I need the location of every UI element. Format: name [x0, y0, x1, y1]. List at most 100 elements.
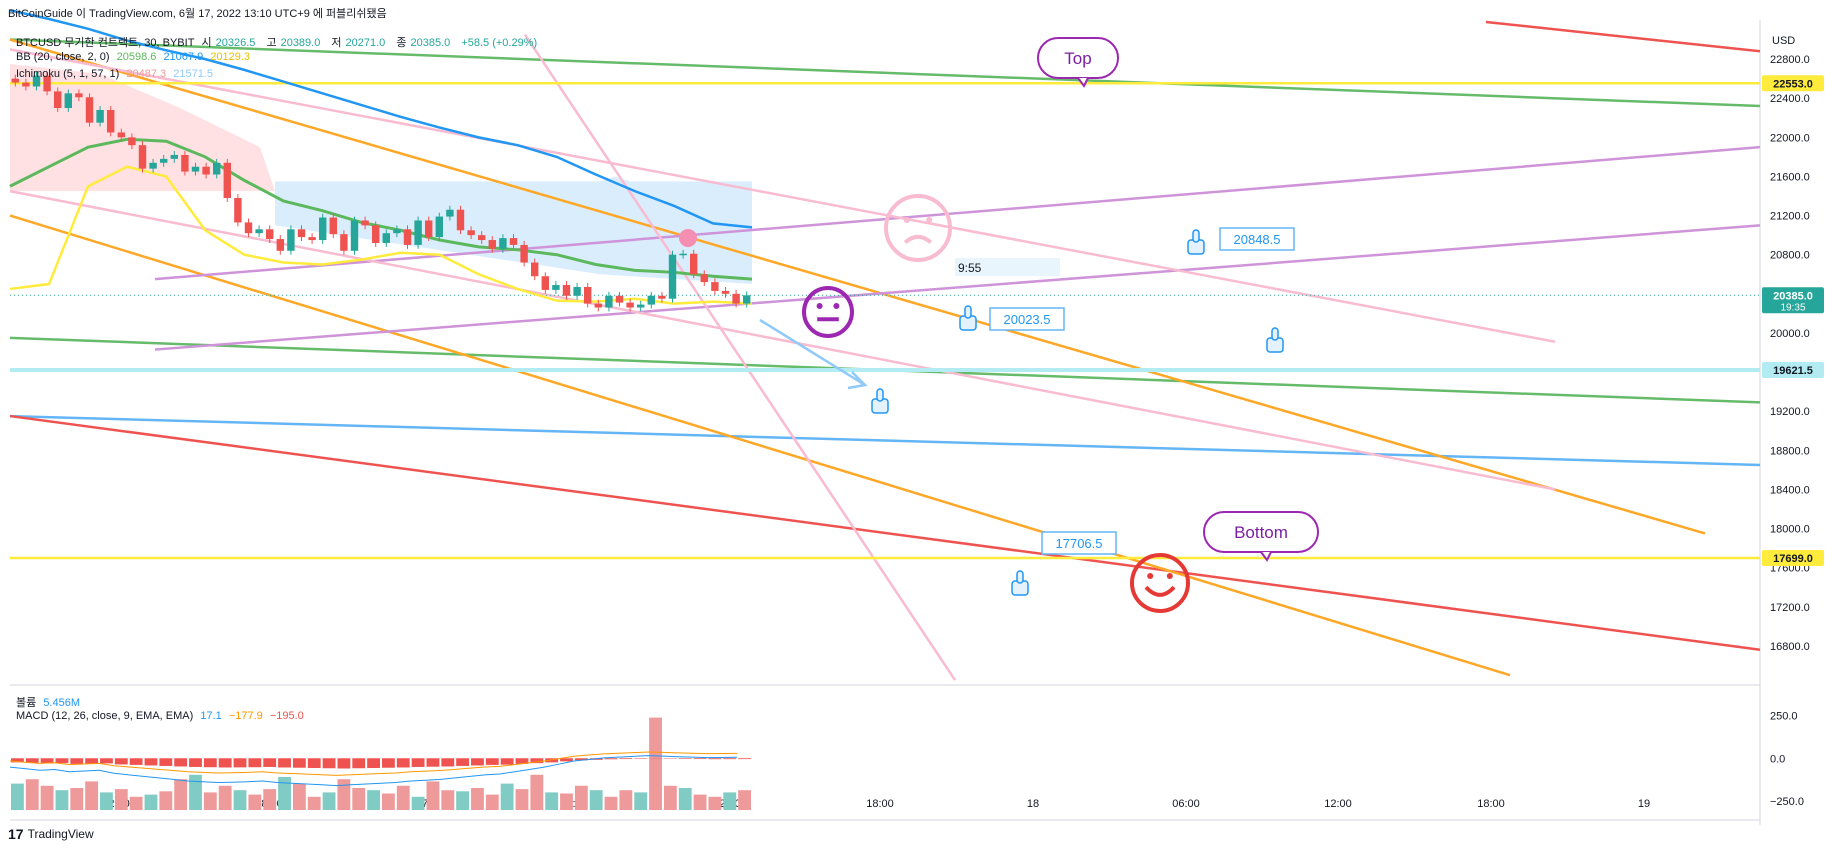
- note-20848: 20848.5: [1219, 227, 1295, 251]
- candle: [85, 97, 94, 123]
- note-17706: 17706.5: [1041, 531, 1117, 555]
- bb-lower-line: [9, 165, 753, 305]
- candle: [594, 303, 603, 308]
- face-eye: [903, 217, 910, 223]
- volume-bar: [233, 790, 247, 810]
- macd-histogram-bar: [322, 758, 336, 769]
- volume-bar: [144, 794, 158, 810]
- trendline-pink-lower: [9, 189, 1556, 491]
- volume-value: 5.456M: [43, 697, 81, 709]
- ohlc-low: 저 20271.0: [331, 37, 386, 49]
- macd-histogram-bar: [574, 758, 588, 761]
- candle: [191, 166, 200, 172]
- volume-bar: [396, 785, 410, 810]
- ichimoku-val-1: 20487.3: [126, 68, 167, 80]
- price-tick: 21200.0: [1770, 211, 1810, 223]
- candle: [11, 78, 20, 83]
- price-label-countdown: 19:35: [1780, 302, 1805, 313]
- macd-histogram-bar: [114, 758, 128, 765]
- currency-label: USD: [1772, 35, 1795, 47]
- candle: [318, 217, 327, 241]
- cat-icon: [679, 229, 697, 247]
- face-eye: [1166, 573, 1173, 579]
- tradingview-logo-icon: 17: [8, 826, 24, 842]
- change-value: +58.5 (+0.29%): [461, 37, 538, 49]
- price-tick: 22000.0: [1770, 132, 1810, 144]
- macd-histogram-bar: [189, 758, 202, 767]
- candle: [170, 154, 179, 159]
- hand-finger: [1016, 570, 1024, 584]
- volume-bar: [367, 790, 380, 810]
- trendline-red-lower: [9, 414, 1761, 652]
- face-mouth: [1144, 585, 1176, 597]
- price-tick: 19200.0: [1770, 406, 1810, 418]
- volume-bar: [382, 793, 395, 810]
- volume-bar: [114, 789, 128, 810]
- volume-bar: [292, 783, 306, 810]
- time-box: [955, 258, 1060, 276]
- price-label-text: 20385.0: [1773, 290, 1813, 302]
- price-tick: 22800.0: [1770, 54, 1810, 66]
- macd-legend[interactable]: MACD (12, 26, close, 9, EMA, EMA) 17.1 −…: [16, 710, 308, 722]
- candle: [138, 145, 147, 169]
- volume-bar: [129, 796, 143, 810]
- candle: [297, 229, 306, 238]
- face-circle: [884, 194, 952, 262]
- price-tick: 20800.0: [1770, 250, 1810, 262]
- macd-histogram-bar: [25, 758, 39, 763]
- emoji-neutral-icon: [802, 286, 854, 338]
- footer-brand: TradingView: [27, 827, 94, 841]
- macd-histogram-bar: [11, 758, 24, 763]
- volume-bar: [604, 796, 618, 810]
- emoji-sad-icon: [884, 194, 952, 262]
- price-label: 19621.5: [1762, 361, 1824, 378]
- price-tick: 22400.0: [1770, 93, 1810, 105]
- volume-bar: [70, 788, 84, 810]
- volume-bar: [649, 717, 662, 810]
- hand-pointer-icon: [1187, 229, 1205, 255]
- macd-hist-value: −195.0: [269, 710, 304, 722]
- bubble-text: Top: [1064, 49, 1091, 68]
- footer[interactable]: 17 TradingView: [8, 826, 94, 842]
- candle: [202, 166, 210, 175]
- ichimoku-legend[interactable]: Ichimoku (5, 1, 57, 1) 20487.3 21571.5: [16, 68, 217, 80]
- macd-histogram-bar: [619, 758, 633, 760]
- candle: [117, 132, 126, 138]
- price-label-text: 22553.0: [1773, 78, 1813, 90]
- candle: [711, 282, 719, 291]
- volume-bar: [530, 774, 544, 810]
- macd-histogram-bar: [233, 758, 247, 768]
- candle: [668, 254, 677, 299]
- volume-bar: [40, 785, 54, 810]
- bb-upper-value: 21067.9: [163, 51, 204, 63]
- time-tick: 18: [1027, 798, 1039, 810]
- candle: [562, 285, 571, 296]
- hand-pointer-icon: [1011, 570, 1029, 596]
- price-note-text: 20023.5: [1004, 312, 1051, 327]
- bb-legend[interactable]: BB (20, close, 2, 0) 20598.6 21067.9 201…: [16, 51, 254, 63]
- macd-histogram-bar: [515, 758, 529, 764]
- candle: [520, 244, 528, 263]
- macd-histogram-bar: [693, 758, 707, 760]
- candle: [658, 295, 666, 299]
- volume-bar: [441, 790, 455, 810]
- candle: [626, 302, 634, 308]
- macd-histogram-bar: [307, 758, 321, 768]
- trendline-green-upper: [9, 38, 1761, 108]
- macd-histogram-bar: [129, 758, 143, 765]
- emoji-smile-icon: [1130, 553, 1190, 613]
- price-label: 20385.019:35: [1762, 287, 1824, 314]
- hand-finger: [876, 388, 884, 402]
- candle: [128, 137, 136, 146]
- candle: [32, 75, 41, 87]
- candle: [636, 304, 645, 308]
- volume-bar: [55, 790, 69, 810]
- face-circle: [1130, 553, 1190, 613]
- volume-bar: [738, 790, 751, 810]
- volume-bar: [634, 792, 648, 810]
- candle: [509, 238, 518, 245]
- price-label-text: 17699.0: [1773, 553, 1813, 565]
- volume-legend[interactable]: 볼륨 5.456M: [16, 694, 84, 710]
- macd-histogram-bar: [738, 758, 751, 760]
